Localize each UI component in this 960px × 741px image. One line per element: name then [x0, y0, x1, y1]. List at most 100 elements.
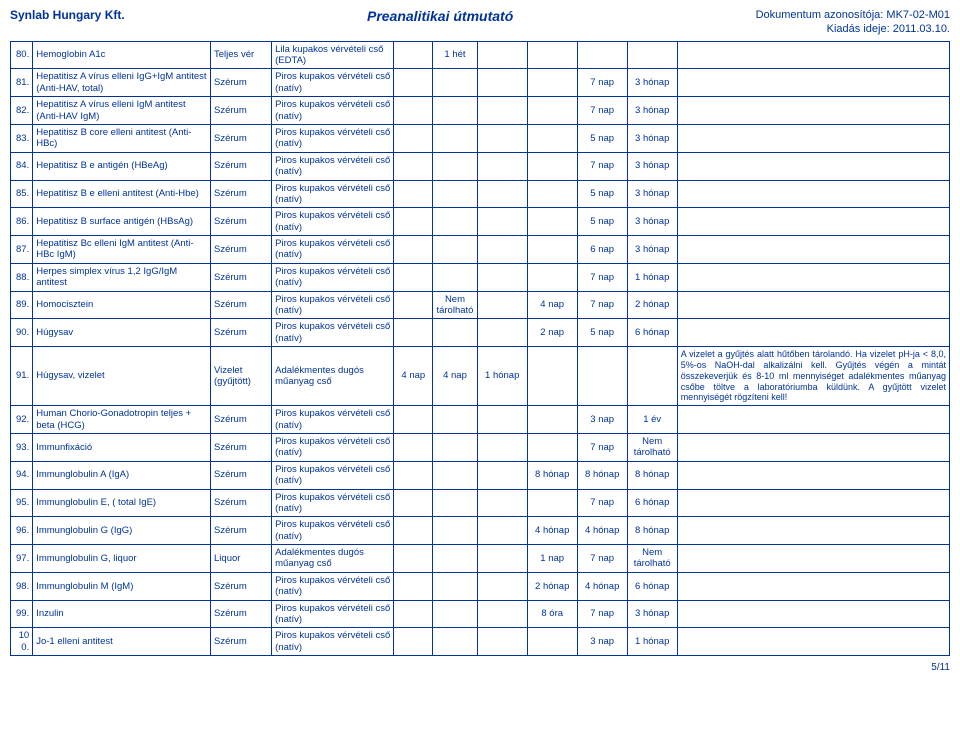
tube-type: Piros kupakos vérvételi cső (natív): [272, 628, 394, 656]
row-number: 98.: [11, 572, 33, 600]
tube-type: Piros kupakos vérvételi cső (natív): [272, 152, 394, 180]
storage-c9: 1 hónap: [627, 263, 677, 291]
row-note: [677, 69, 949, 97]
row-number: 95.: [11, 489, 33, 517]
storage-c5: [433, 124, 477, 152]
storage-c5: [433, 628, 477, 656]
storage-c4: [394, 152, 433, 180]
row-number: 86.: [11, 208, 33, 236]
storage-c4: [394, 406, 433, 434]
sample-type: Liquor: [211, 545, 272, 573]
storage-c6: [477, 180, 527, 208]
storage-c7: [527, 180, 577, 208]
row-note: [677, 97, 949, 125]
tube-type: Piros kupakos vérvételi cső (natív): [272, 572, 394, 600]
sample-type: Szérum: [211, 628, 272, 656]
doc-meta: Dokumentum azonosítója: MK7-02-M01 Kiadá…: [756, 8, 950, 37]
storage-c6: [477, 69, 527, 97]
row-number: 92.: [11, 406, 33, 434]
storage-c6: [477, 489, 527, 517]
storage-c4: [394, 517, 433, 545]
row-number: 99.: [11, 600, 33, 628]
test-name: Immunglobulin G, liquor: [33, 545, 211, 573]
storage-c7: [527, 489, 577, 517]
table-row: 91.Húgysav, vizeletVizelet (gyűjtött)Ada…: [11, 347, 950, 406]
test-name: Hepatitisz A vírus elleni IgM antitest (…: [33, 97, 211, 125]
storage-c9: 3 hónap: [627, 236, 677, 264]
storage-c6: [477, 545, 527, 573]
row-number: 89.: [11, 291, 33, 319]
sample-type: Szérum: [211, 97, 272, 125]
test-name: Hepatitisz A vírus elleni IgG+IgM antite…: [33, 69, 211, 97]
storage-c5: [433, 461, 477, 489]
storage-c8: 3 nap: [577, 406, 627, 434]
storage-c8: 7 nap: [577, 263, 627, 291]
storage-c8: 5 nap: [577, 180, 627, 208]
storage-c4: [394, 600, 433, 628]
sample-type: Szérum: [211, 572, 272, 600]
sample-type: Szérum: [211, 69, 272, 97]
storage-c7: [527, 69, 577, 97]
row-note: [677, 406, 949, 434]
storage-c4: [394, 180, 433, 208]
storage-c7: 8 óra: [527, 600, 577, 628]
doc-id: Dokumentum azonosítója: MK7-02-M01: [756, 8, 950, 22]
storage-c5: 4 nap: [433, 347, 477, 406]
storage-c6: [477, 319, 527, 347]
test-name: Jo-1 elleni antitest: [33, 628, 211, 656]
storage-c5: [433, 263, 477, 291]
storage-c9: 3 hónap: [627, 208, 677, 236]
row-note: [677, 124, 949, 152]
row-number: 96.: [11, 517, 33, 545]
storage-c6: [477, 97, 527, 125]
storage-c4: [394, 97, 433, 125]
test-name: Hepatitisz B surface antigén (HBsAg): [33, 208, 211, 236]
row-number: 87.: [11, 236, 33, 264]
sample-type: Szérum: [211, 461, 272, 489]
storage-c4: [394, 263, 433, 291]
storage-c4: [394, 236, 433, 264]
storage-c9: [627, 347, 677, 406]
table-row: 95.Immunglobulin E, ( total IgE)SzérumPi…: [11, 489, 950, 517]
table-row: 97.Immunglobulin G, liquorLiquorAdalékme…: [11, 545, 950, 573]
storage-c5: [433, 545, 477, 573]
storage-c4: [394, 545, 433, 573]
table-row: 83.Hepatitisz B core elleni antitest (An…: [11, 124, 950, 152]
storage-c8: 7 nap: [577, 291, 627, 319]
storage-c5: [433, 97, 477, 125]
storage-c4: [394, 319, 433, 347]
storage-c5: [433, 489, 477, 517]
sample-type: Szérum: [211, 433, 272, 461]
storage-c6: [477, 124, 527, 152]
storage-c5: [433, 319, 477, 347]
storage-c8: 7 nap: [577, 152, 627, 180]
storage-c9: 3 hónap: [627, 69, 677, 97]
row-note: [677, 152, 949, 180]
storage-c5: [433, 433, 477, 461]
storage-c9: 3 hónap: [627, 180, 677, 208]
table-row: 96.Immunglobulin G (IgG)SzérumPiros kupa…: [11, 517, 950, 545]
table-row: 90.HúgysavSzérumPiros kupakos vérvételi …: [11, 319, 950, 347]
storage-c6: [477, 600, 527, 628]
table-row: 87.Hepatitisz Bc elleni IgM antitest (An…: [11, 236, 950, 264]
storage-c4: [394, 41, 433, 69]
row-number: 88.: [11, 263, 33, 291]
sample-type: Szérum: [211, 152, 272, 180]
row-note: A vizelet a gyűjtés alatt hűtőben tárola…: [677, 347, 949, 406]
storage-c8: 7 nap: [577, 97, 627, 125]
test-name: Immunglobulin M (IgM): [33, 572, 211, 600]
row-number: 83.: [11, 124, 33, 152]
company-name: Synlab Hungary Kft.: [10, 8, 125, 22]
table-row: 94.Immunglobulin A (IgA)SzérumPiros kupa…: [11, 461, 950, 489]
row-note: [677, 319, 949, 347]
storage-c7: [527, 347, 577, 406]
storage-c6: [477, 406, 527, 434]
test-name: Immunglobulin G (IgG): [33, 517, 211, 545]
storage-c9: 2 hónap: [627, 291, 677, 319]
tube-type: Piros kupakos vérvételi cső (natív): [272, 517, 394, 545]
tube-type: Piros kupakos vérvételi cső (natív): [272, 433, 394, 461]
row-number: 94.: [11, 461, 33, 489]
row-number: 80.: [11, 41, 33, 69]
table-row: 89.HomociszteinSzérumPiros kupakos vérvé…: [11, 291, 950, 319]
storage-c6: [477, 236, 527, 264]
